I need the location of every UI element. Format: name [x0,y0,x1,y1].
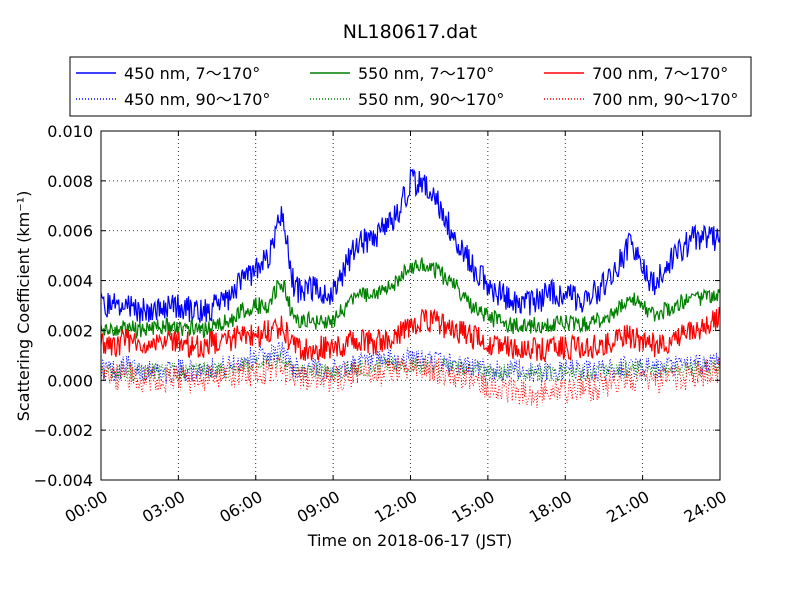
legend-label: 550 nm, 7～170° [358,64,494,83]
y-tick-label: −0.002 [34,421,93,440]
series-line [101,341,720,384]
y-tick-label: 0.002 [47,321,93,340]
series-line [101,307,720,362]
chart-title: NL180617.dat [343,21,478,43]
legend-box [69,56,752,117]
legend: 450 nm, 7～170° 550 nm, 7～170° 700 nm, 7～17… [69,56,752,117]
legend-label: 450 nm, 90～170° [124,90,270,109]
legend-label: 450 nm, 7～170° [124,64,260,83]
legend-label: 700 nm, 7～170° [592,64,728,83]
y-tick-label: 0.008 [47,172,93,191]
y-tick-label: 0.006 [47,222,93,241]
y-axis-label: Scattering Coefficient (km⁻¹) [14,191,33,422]
y-axis: −0.004 −0.002 0.000 0.002 0.004 0.006 0.008 0.0… [34,122,720,490]
series-layer [101,168,720,408]
x-axis-label: Time on 2018-06-17 (JST) [307,531,512,550]
series-line [101,257,720,339]
y-tick-label: 0.004 [47,272,93,291]
series-line [101,168,720,324]
y-tick-label: 0.010 [47,122,93,141]
legend-label: 550 nm, 90～170° [358,90,504,109]
series-line [101,352,720,383]
legend-label: 700 nm, 90～170° [592,90,738,109]
y-tick-label: −0.004 [34,471,93,490]
y-tick-label: 0.000 [47,371,93,390]
